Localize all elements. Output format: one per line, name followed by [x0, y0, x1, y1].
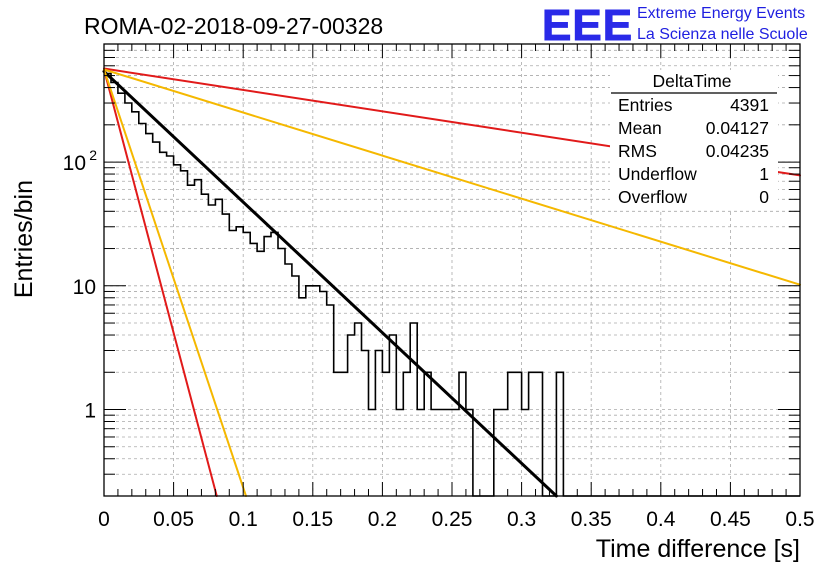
x-tick-label: 0.35 — [571, 508, 612, 531]
x-tick-label: 0.3 — [507, 508, 536, 531]
stats-value: 0 — [759, 187, 769, 207]
x-tick-label: 0.15 — [292, 508, 333, 531]
logo-mark: EEE — [542, 1, 633, 50]
stats-value: 1 — [759, 164, 769, 184]
fit-curve — [103, 68, 218, 497]
stats-box: DeltaTime Entries 4391 Mean 0.04127 RMS 0.042… — [610, 70, 778, 210]
fit-curve — [103, 68, 801, 286]
y-tick-label: 10 — [73, 276, 96, 299]
x-tick-label: 0.5 — [785, 508, 814, 531]
stats-label: Underflow — [618, 164, 697, 184]
grid — [104, 44, 800, 496]
stats-label: RMS — [618, 141, 657, 161]
stats-title: DeltaTime — [652, 71, 731, 91]
run-title: ROMA-02-2018-09-27-00328 — [84, 13, 383, 39]
eee-logo: EEE Extreme Energy Events La Scienza nel… — [542, 1, 808, 51]
x-tick-label: 0.4 — [646, 508, 676, 531]
x-tick-label: 0.25 — [432, 508, 473, 531]
fit-curve — [102, 69, 558, 498]
x-tick-labels: 0 0.05 0.1 0.15 0.2 0.25 0.3 0.35 0.4 0.45 0.5 — [98, 508, 814, 531]
stats-value: 4391 — [730, 95, 769, 115]
y-tick-label: 10 — [63, 152, 86, 175]
y-axis-title: Entries/bin — [10, 180, 38, 298]
stats-rows: Entries 4391 Mean 0.04127 RMS 0.04235 Underflo… — [618, 95, 769, 207]
stats-value: 0.04127 — [706, 118, 769, 138]
x-axis-title: Time difference [s] — [596, 535, 800, 563]
stats-label: Overflow — [618, 187, 687, 207]
fit-curves-layer — [102, 67, 801, 498]
fit-curve — [103, 68, 247, 497]
x-tick-label: 0.45 — [710, 508, 751, 531]
x-tick-label: 0.2 — [368, 508, 397, 531]
y-tick-label: 1 — [84, 400, 96, 423]
stats-label: Mean — [618, 118, 662, 138]
logo-line-1: Extreme Energy Events — [637, 5, 805, 22]
logo-line-2: La Scienza nelle Scuole — [637, 26, 808, 43]
stats-value: 0.04235 — [706, 141, 769, 161]
x-tick-label: 0.05 — [153, 508, 194, 531]
axis-ticks — [103, 44, 801, 496]
x-tick-label: 0.1 — [229, 508, 258, 531]
x-tick-label: 0 — [98, 508, 110, 531]
y-tick-label-exponent: 2 — [89, 147, 97, 163]
stats-label: Entries — [618, 95, 673, 115]
